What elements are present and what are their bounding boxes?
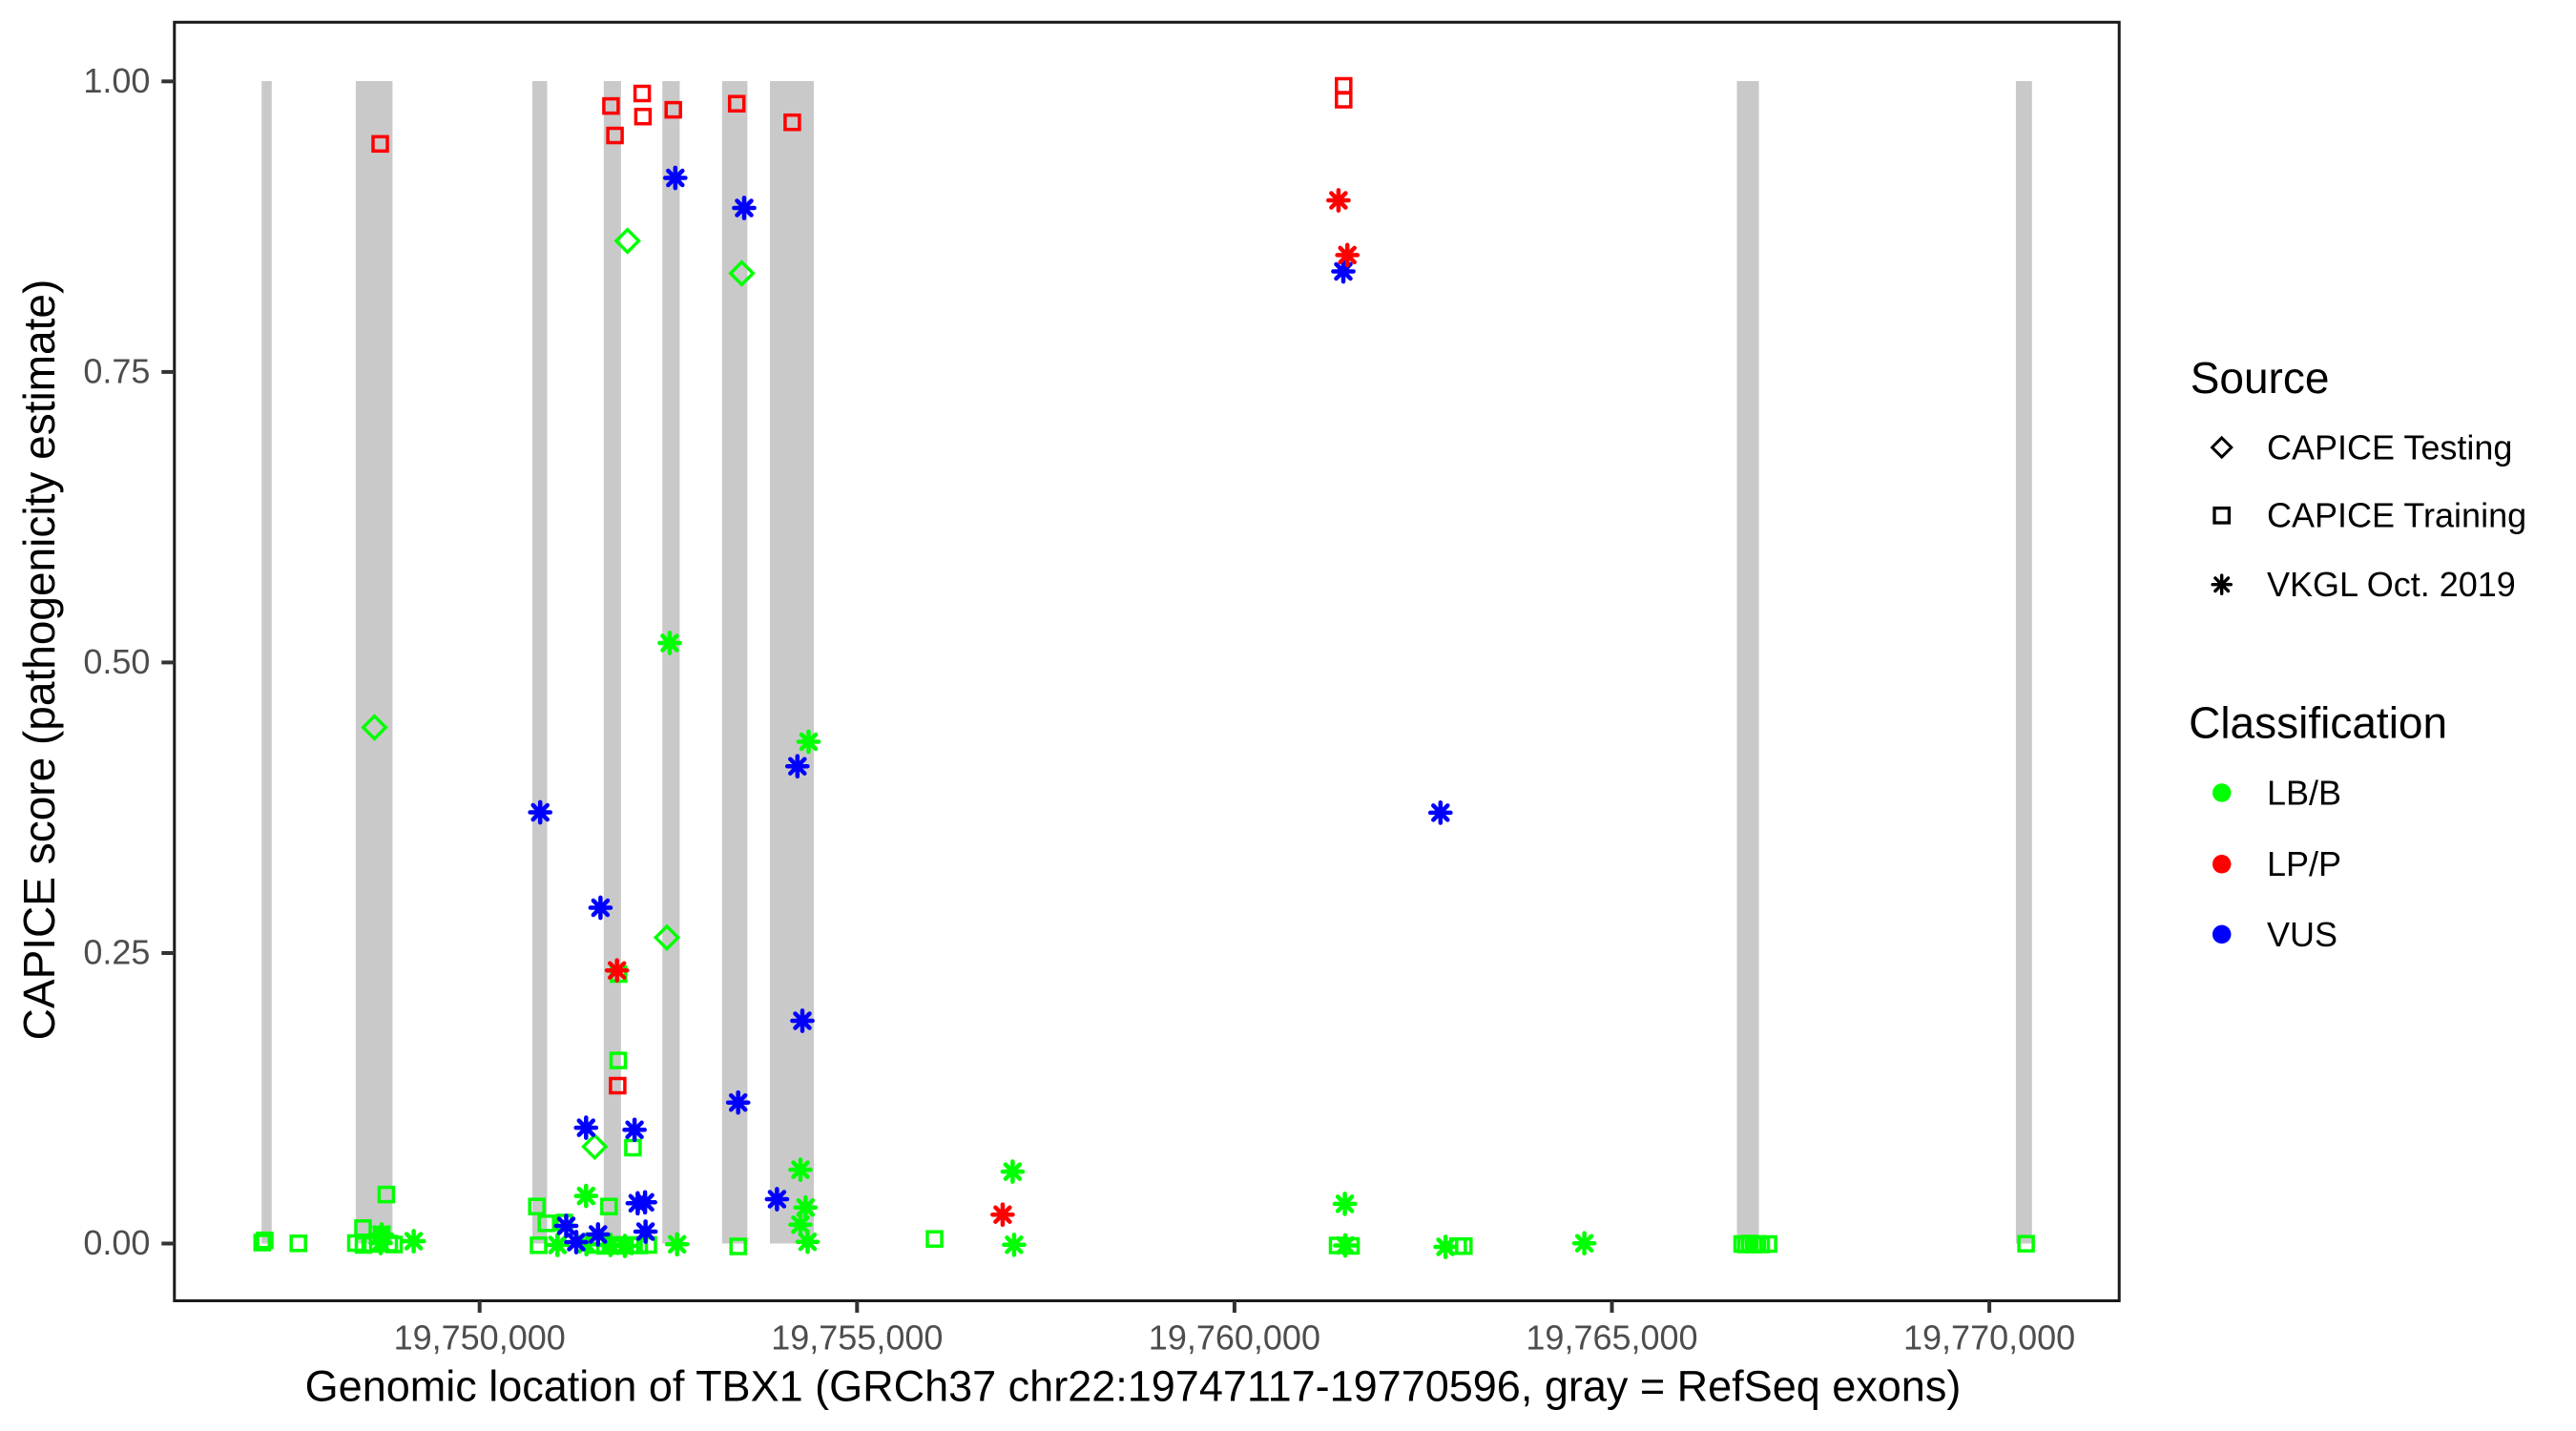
svg-text:19,755,000: 19,755,000 <box>771 1318 943 1358</box>
svg-text:0.25: 0.25 <box>83 933 150 972</box>
svg-text:CAPICE Testing: CAPICE Testing <box>2267 427 2512 467</box>
svg-text:0.00: 0.00 <box>83 1223 150 1262</box>
svg-text:Classification: Classification <box>2189 698 2447 748</box>
svg-text:0.75: 0.75 <box>83 351 150 390</box>
svg-text:19,770,000: 19,770,000 <box>1903 1318 2075 1358</box>
svg-text:19,765,000: 19,765,000 <box>1526 1318 1697 1358</box>
svg-text:1.00: 1.00 <box>83 61 150 100</box>
svg-text:19,760,000: 19,760,000 <box>1149 1318 1320 1358</box>
svg-text:Genomic location of TBX1 (GRCh: Genomic location of TBX1 (GRCh37 chr22:1… <box>305 1362 1962 1411</box>
svg-text:LP/P: LP/P <box>2267 844 2341 883</box>
svg-text:VUS: VUS <box>2267 915 2337 954</box>
svg-text:CAPICE score (pathogenicity es: CAPICE score (pathogenicity estimate) <box>14 280 64 1041</box>
svg-text:LB/B: LB/B <box>2267 773 2341 812</box>
svg-text:Source: Source <box>2191 353 2330 403</box>
svg-text:VKGL Oct. 2019: VKGL Oct. 2019 <box>2267 565 2516 604</box>
svg-text:19,750,000: 19,750,000 <box>394 1318 566 1358</box>
svg-text:0.50: 0.50 <box>83 642 150 681</box>
svg-text:CAPICE Training: CAPICE Training <box>2267 496 2526 535</box>
